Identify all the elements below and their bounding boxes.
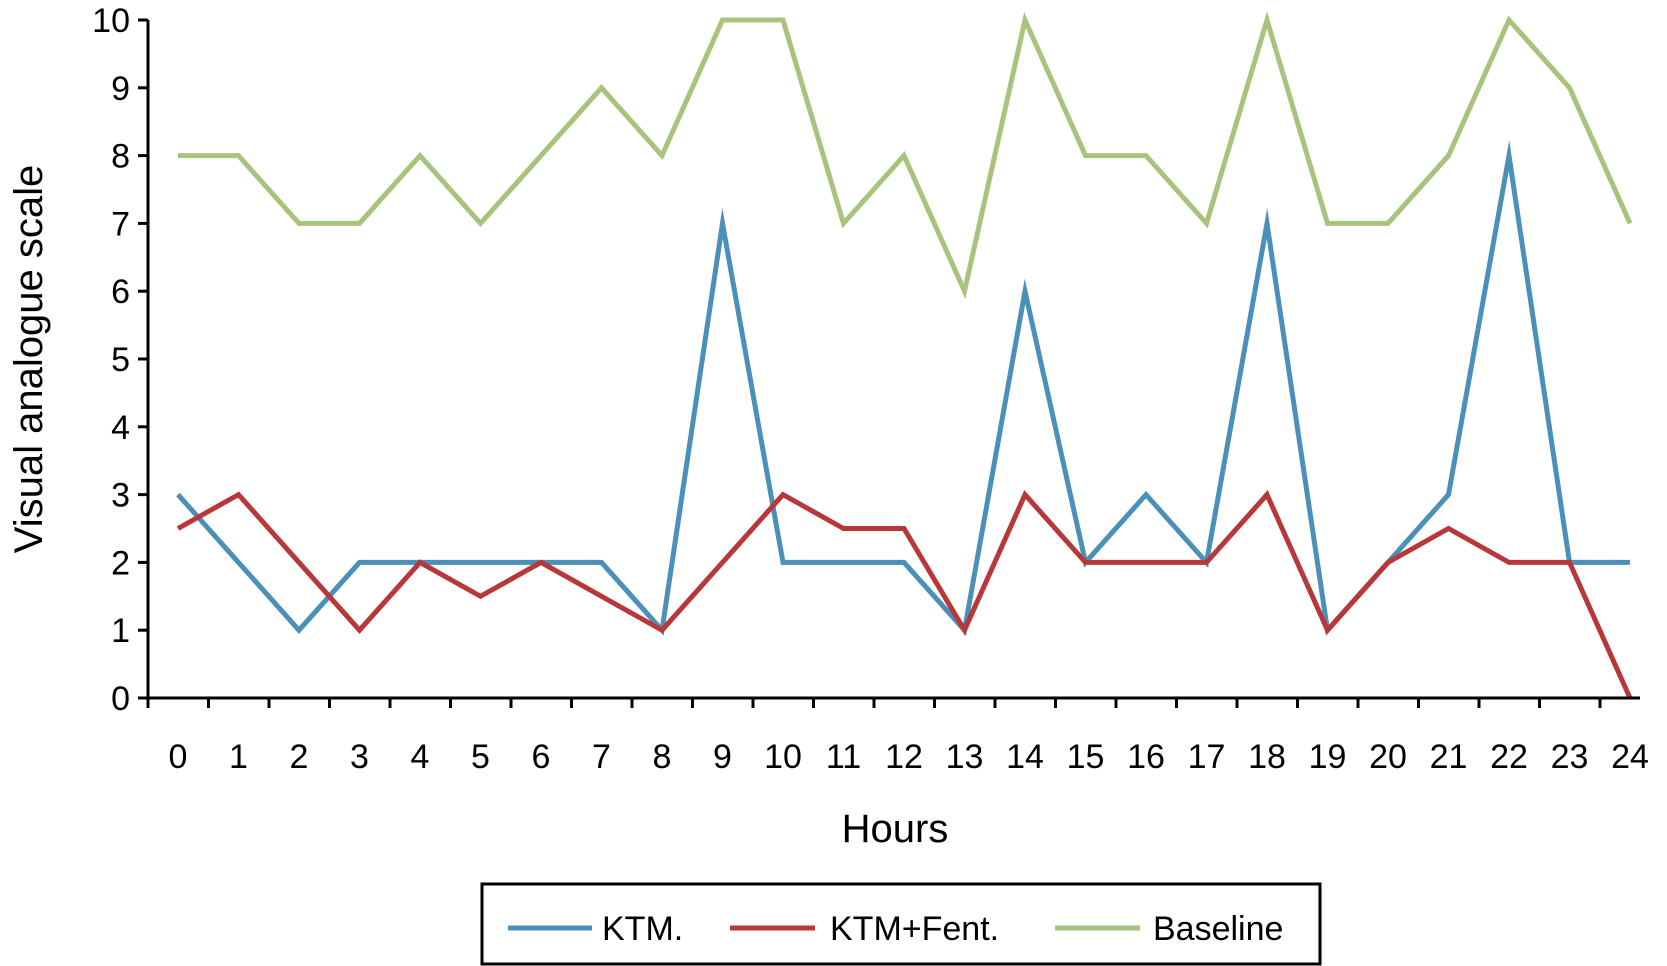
x-tick-label: 21 [1430,738,1468,776]
series-line-ktm [176,140,1630,636]
x-tick-label: 2 [290,738,309,776]
legend-label-baseline: Baseline [1153,910,1283,948]
y-tick-label: 9 [111,70,130,108]
x-tick-label: 20 [1369,738,1407,776]
x-tick-label: 3 [350,738,369,776]
x-tick-label: 17 [1188,738,1226,776]
legend-label-ktm-fent: KTM+Fent. [830,910,999,948]
legend-label-ktm: KTM. [602,910,683,948]
x-tick-label: 16 [1127,738,1165,776]
x-tick-label: 12 [885,738,923,776]
x-tick-label: 22 [1490,738,1528,776]
x-tick-label: 18 [1248,738,1286,776]
y-tick-label: 4 [111,409,130,447]
series-line-ktm-fent [176,490,1633,700]
y-axis-title: Visual analogue scale [7,165,51,553]
x-tick-label: 6 [532,738,551,776]
x-tick-label: 5 [471,738,490,776]
x-tick-label: 4 [411,738,430,776]
x-tick-label: 13 [946,738,984,776]
legend-box [480,882,1322,966]
x-axis-title: Hours [842,807,949,851]
x-tick-label: 9 [713,738,732,776]
legend: KTM. KTM+Fent. Baseline [480,882,1322,966]
x-tick-label: 24 [1611,738,1649,776]
x-tick-label: 10 [764,738,802,776]
y-tick-label: 3 [111,477,130,515]
x-tick-label: 23 [1551,738,1589,776]
x-tick-label: 15 [1067,738,1105,776]
series-lines [176,11,1633,700]
y-tick-label: 1 [111,612,130,650]
x-tick-label: 14 [1006,738,1044,776]
y-tick-label: 7 [111,205,130,243]
x-tick-label: 8 [653,738,672,776]
x-tick-label: 11 [826,738,861,776]
y-tick-label: 5 [111,341,130,379]
series-line-baseline [178,11,1633,300]
y-tick-label: 10 [92,2,130,40]
x-tick-label: 0 [169,738,188,776]
x-tick-label: 1 [229,738,248,776]
y-tick-label: 6 [111,273,130,311]
x-tick-label: 7 [592,738,611,776]
y-tick-label: 8 [111,138,130,176]
x-axis-ticks: 0 1 2 3 4 5 6 7 8 9 10 11 12 13 14 15 16 17 18 19 20 21 22 23 24 [146,698,1649,776]
y-axis-ticks: 0 1 2 3 4 5 6 7 8 9 10 [92,2,148,718]
y-tick-label: 2 [111,544,130,582]
x-tick-label: 19 [1309,738,1347,776]
y-tick-label: 0 [111,680,130,718]
